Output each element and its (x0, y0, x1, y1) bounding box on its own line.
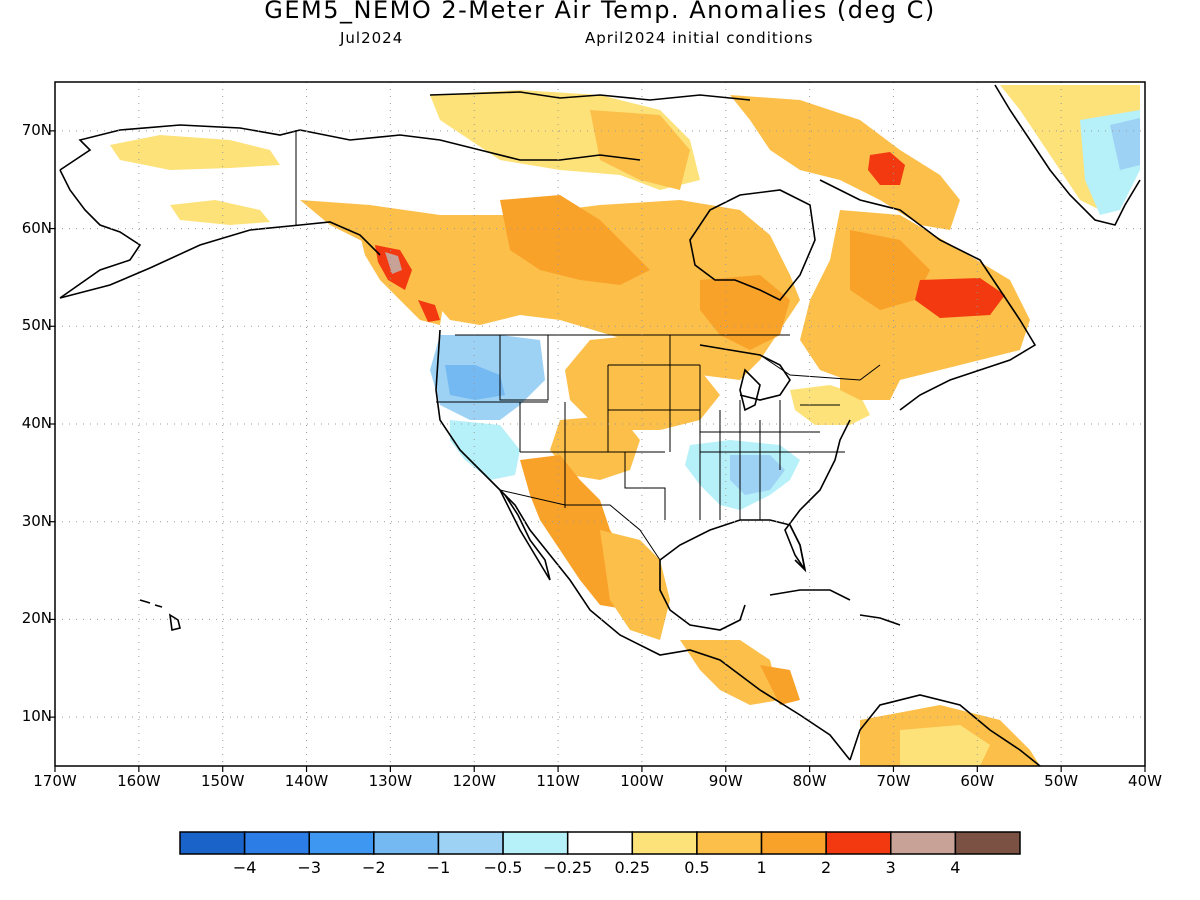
colorbar-label: −3 (297, 858, 322, 877)
latitude-label: 20N (21, 609, 52, 628)
longitude-label: 60W (960, 772, 995, 790)
colorbar-label: −4 (232, 858, 257, 877)
longitude-label: 110W (536, 772, 580, 790)
colorbar-swatch (760, 831, 827, 855)
colorbar-swatch (631, 831, 698, 855)
colorbar-label: 0.25 (614, 858, 651, 877)
colorbar-swatch (890, 831, 957, 855)
longitude-label: 120W (452, 772, 496, 790)
colorbar-label: 1 (756, 858, 767, 877)
colorbar-label: −0.25 (543, 858, 593, 877)
colorbar-swatch (566, 831, 634, 855)
colorbar-swatch (437, 831, 504, 855)
colorbar-swatch (502, 831, 569, 855)
latitude-label: 50N (21, 316, 52, 335)
latitude-label: 30N (21, 511, 52, 530)
colorbar-label: −2 (362, 858, 386, 877)
colorbar-swatch (696, 831, 763, 855)
colorbar-swatch (179, 831, 246, 855)
colorbar-label: 3 (885, 858, 896, 877)
longitude-label: 40W (1128, 772, 1162, 790)
latitude-label: 40N (21, 414, 52, 432)
colorbar-swatch (954, 831, 1021, 855)
longitude-label: 150W (200, 772, 245, 790)
initial-conditions: April2024 initial conditions (585, 29, 814, 47)
longitude-label: 160W (117, 772, 161, 790)
colorbar (179, 831, 1021, 855)
latitude-label: 60N (21, 218, 52, 237)
colorbar-label: 2 (821, 858, 832, 877)
colorbar-swatch (308, 831, 375, 855)
colorbar-label: 0.5 (684, 858, 710, 877)
longitude-label: 140W (284, 772, 329, 790)
colorbar-swatch (243, 831, 310, 855)
longitude-label: 170W (33, 772, 77, 790)
colorbar-label: −0.5 (483, 858, 523, 877)
longitude-label: 80W (792, 772, 827, 790)
colorbar-label: −1 (426, 858, 451, 877)
longitude-label: 70W (876, 772, 911, 790)
longitude-label: 130W (368, 772, 413, 790)
map-title: GEM5_NEMO 2-Meter Air Temp. Anomalies (d… (264, 0, 936, 24)
colorbar-label: 4 (950, 858, 961, 877)
longitude-label: 100W (620, 772, 664, 790)
colorbar-swatch (825, 831, 892, 855)
latitude-label: 10N (21, 707, 52, 726)
valid-month: Jul2024 (340, 29, 404, 47)
latitude-label: 70N (21, 120, 52, 139)
longitude-label: 90W (708, 772, 743, 790)
coastlines-layer (59, 84, 1141, 766)
longitude-label: 50W (1044, 772, 1079, 790)
colorbar-swatch (373, 831, 440, 855)
political-boundaries-layer (295, 130, 881, 561)
